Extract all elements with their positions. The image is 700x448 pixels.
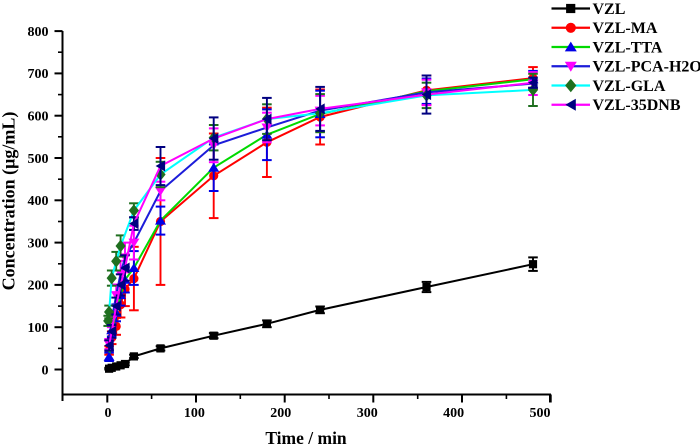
svg-text:300: 300: [28, 236, 49, 251]
svg-text:200: 200: [270, 406, 291, 421]
svg-text:VZL-MA: VZL-MA: [593, 20, 658, 37]
svg-text:200: 200: [28, 279, 49, 294]
svg-text:600: 600: [28, 110, 49, 125]
svg-text:400: 400: [443, 406, 464, 421]
svg-text:VZL-PCA-H2O: VZL-PCA-H2O: [593, 59, 700, 76]
svg-text:Concentration (μg/mL): Concentration (μg/mL): [0, 112, 20, 291]
svg-text:VZL-TTA: VZL-TTA: [593, 39, 663, 56]
svg-text:Time / min: Time / min: [265, 428, 347, 448]
svg-text:300: 300: [357, 406, 378, 421]
svg-text:400: 400: [28, 194, 49, 209]
svg-text:700: 700: [28, 67, 49, 82]
svg-text:100: 100: [184, 406, 205, 421]
svg-text:800: 800: [28, 25, 49, 40]
svg-text:500: 500: [530, 406, 551, 421]
svg-text:VZL-35DNB: VZL-35DNB: [593, 97, 681, 114]
svg-text:0: 0: [105, 406, 112, 421]
svg-text:VZL-GLA: VZL-GLA: [593, 78, 666, 95]
svg-text:100: 100: [28, 321, 49, 336]
svg-text:500: 500: [28, 152, 49, 167]
svg-text:0: 0: [42, 363, 49, 378]
svg-text:VZL: VZL: [593, 1, 626, 18]
